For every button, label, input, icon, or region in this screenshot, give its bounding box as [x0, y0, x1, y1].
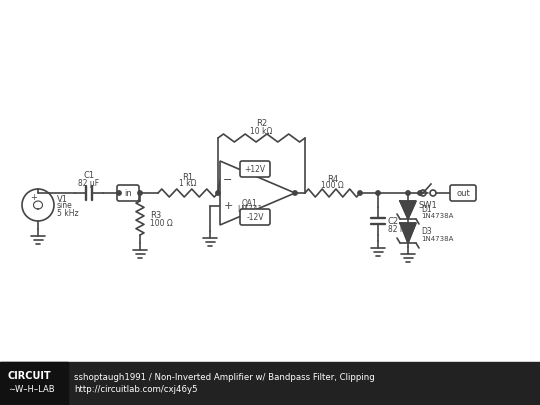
FancyBboxPatch shape [240, 161, 270, 177]
Text: 5 kHz: 5 kHz [57, 209, 79, 217]
Text: 10 kΩ: 10 kΩ [251, 126, 273, 136]
Text: +: + [224, 201, 233, 211]
Circle shape [138, 191, 142, 195]
Text: out: out [456, 188, 470, 198]
Circle shape [406, 191, 410, 195]
Text: http://circuitlab.com/cxj46y5: http://circuitlab.com/cxj46y5 [74, 384, 198, 394]
Circle shape [216, 191, 220, 195]
Text: -12V: -12V [246, 213, 264, 222]
Text: 1N4738A: 1N4738A [421, 236, 454, 242]
Polygon shape [400, 201, 416, 219]
Text: +12V: +12V [245, 164, 266, 173]
Text: R2: R2 [256, 119, 267, 128]
FancyBboxPatch shape [240, 209, 270, 225]
Text: CIRCUIT: CIRCUIT [8, 371, 52, 381]
Circle shape [358, 191, 362, 195]
Circle shape [117, 191, 121, 195]
Text: 82 nF: 82 nF [388, 224, 409, 234]
Text: C2: C2 [388, 217, 399, 226]
Text: LM741: LM741 [237, 205, 262, 215]
Polygon shape [400, 223, 416, 243]
Text: OA1: OA1 [242, 198, 258, 207]
Circle shape [376, 191, 380, 195]
Bar [0, 362, 540, 405]
Circle shape [293, 191, 297, 195]
Text: sshoptaugh1991 / Non-Inverted Amplifier w/ Bandpass Filter, Clipping: sshoptaugh1991 / Non-Inverted Amplifier … [74, 373, 375, 382]
Text: 100 Ω: 100 Ω [150, 219, 173, 228]
Text: SW1: SW1 [418, 200, 437, 209]
Text: R3: R3 [150, 211, 161, 220]
Text: D3: D3 [421, 228, 432, 237]
Text: C1: C1 [84, 171, 94, 181]
Polygon shape [220, 161, 295, 225]
FancyBboxPatch shape [117, 185, 139, 201]
Text: in: in [124, 188, 132, 198]
Text: 1 kΩ: 1 kΩ [179, 179, 197, 188]
FancyBboxPatch shape [450, 185, 476, 201]
Circle shape [418, 191, 422, 195]
Text: −: − [224, 175, 233, 185]
Text: 100 Ω: 100 Ω [321, 181, 344, 190]
Text: 1N4738A: 1N4738A [421, 213, 454, 219]
Text: +: + [31, 194, 37, 202]
Text: sine: sine [57, 202, 73, 211]
Text: R4: R4 [327, 175, 338, 183]
Text: ∼W–H–LAB: ∼W–H–LAB [8, 384, 55, 394]
Text: V1: V1 [57, 194, 68, 203]
Bar [0, 362, 68, 405]
Text: R1: R1 [183, 173, 193, 181]
Text: D1: D1 [421, 205, 431, 213]
Text: 82 μF: 82 μF [78, 179, 99, 188]
